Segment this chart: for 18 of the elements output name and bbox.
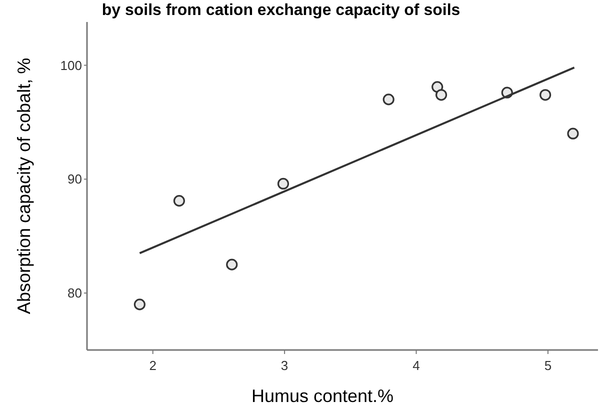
x-tick-label: 4	[412, 358, 420, 373]
point	[277, 178, 290, 190]
y-tick-label: 100	[60, 58, 82, 73]
y-axis-title: Absorption capacity of cobalt, %	[14, 58, 34, 314]
y-tick-label: 90	[68, 172, 82, 187]
y-tick-label: 80	[68, 286, 82, 301]
point	[540, 89, 552, 101]
point	[173, 195, 185, 207]
x-tick-label: 5	[544, 358, 552, 373]
point	[382, 94, 394, 106]
point	[134, 298, 146, 310]
x-axis-title: Humus content.%	[251, 386, 394, 406]
chart-title: by soils from cation exchange capacity of soils	[102, 2, 460, 19]
point	[567, 128, 579, 140]
point	[226, 258, 238, 270]
x-tick-label: 3	[280, 358, 288, 373]
point	[435, 89, 448, 101]
x-tick-label: 2	[149, 358, 156, 373]
